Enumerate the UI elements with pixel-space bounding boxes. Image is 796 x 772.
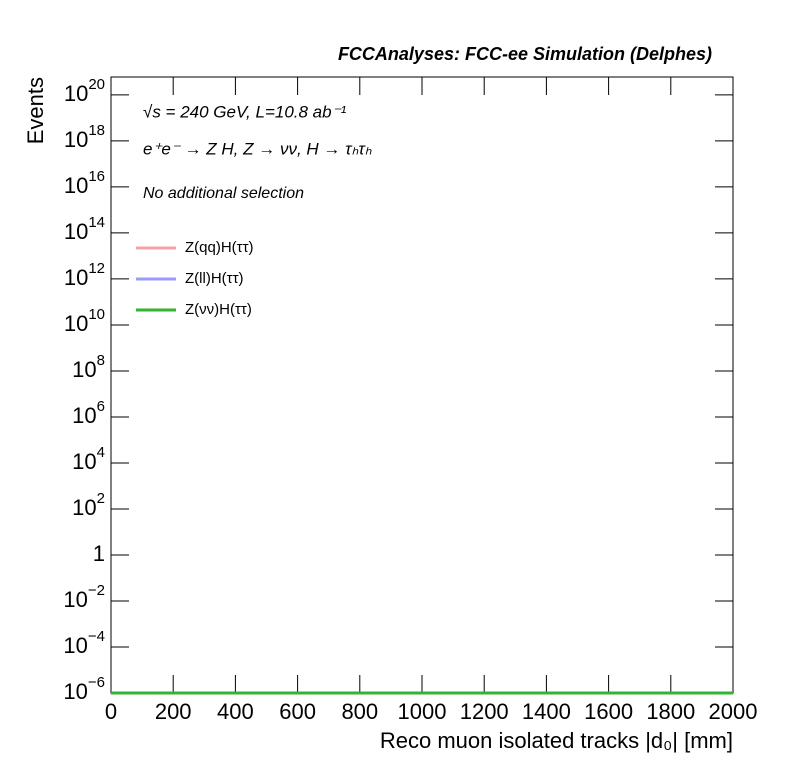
y-tick-base: 10 — [64, 265, 88, 290]
annotation: e⁺e⁻ → Z H, Z → νν, H → τₕτₕ — [143, 139, 372, 158]
y-tick-label: 1020 — [64, 76, 105, 106]
y-tick-exponent: 20 — [88, 76, 105, 93]
frame — [110, 76, 734, 694]
y-tick-exponent: 14 — [88, 214, 105, 231]
y-tick-exponent: 10 — [88, 306, 105, 323]
annotation: √s = 240 GeV, L=10.8 ab⁻¹ — [143, 102, 347, 121]
y-tick-label: 108 — [72, 352, 105, 382]
x-tick-label: 2000 — [709, 699, 758, 724]
y-tick-label: 1018 — [64, 122, 105, 152]
y-tick-base: 10 — [63, 587, 87, 612]
chart-title: FCCAnalyses: FCC-ee Simulation (Delphes) — [338, 44, 712, 64]
x-tick-label: 1200 — [460, 699, 509, 724]
x-tick-label: 800 — [341, 699, 378, 724]
y-tick-label: 104 — [72, 444, 105, 474]
x-tick-label: 1400 — [522, 699, 571, 724]
y-tick-exponent: −6 — [88, 674, 105, 691]
y-tick-label: 1010 — [64, 306, 105, 336]
x-tick-label: 1600 — [584, 699, 633, 724]
y-tick-label: 10−4 — [63, 628, 105, 658]
y-tick-base: 10 — [72, 449, 96, 474]
y-tick-base: 10 — [72, 357, 96, 382]
y-tick-exponent: 2 — [97, 490, 105, 507]
y-tick-label: 10−2 — [63, 582, 105, 612]
y-axis-label: Events — [23, 77, 48, 144]
x-tick-label: 0 — [105, 699, 117, 724]
legend-label: Z(qq)H(ττ) — [185, 239, 254, 256]
x-tick-label: 200 — [155, 699, 192, 724]
y-tick-base: 10 — [64, 81, 88, 106]
annotation: No additional selection — [143, 185, 304, 202]
y-tick-label: 1 — [93, 541, 105, 566]
y-tick-base: 10 — [64, 311, 88, 336]
y-tick-base: 10 — [64, 173, 88, 198]
y-tick-base: 10 — [63, 633, 87, 658]
y-tick-label: 1016 — [64, 168, 105, 198]
y-tick-exponent: 18 — [88, 122, 105, 139]
legend-label: Z(νν)H(ττ) — [185, 301, 252, 318]
y-tick-label: 10−6 — [63, 674, 105, 704]
y-tick-label: 1014 — [64, 214, 105, 244]
x-tick-label: 400 — [217, 699, 254, 724]
y-tick-label: 102 — [72, 490, 105, 520]
y-tick-label: 1012 — [64, 260, 105, 290]
y-tick-base: 10 — [64, 219, 88, 244]
x-tick-label: 1800 — [646, 699, 695, 724]
y-tick-exponent: 12 — [88, 260, 105, 277]
x-tick-label: 1000 — [398, 699, 447, 724]
x-tick-label: 600 — [279, 699, 316, 724]
y-tick-base: 10 — [72, 403, 96, 428]
y-tick-base: 10 — [72, 495, 96, 520]
x-axis-label: Reco muon isolated tracks |d₀| [mm] — [380, 728, 733, 753]
legend-label: Z(ll)H(ττ) — [185, 270, 244, 287]
y-tick-exponent: 4 — [97, 444, 105, 461]
y-tick-exponent: −2 — [88, 582, 105, 599]
y-tick-base: 10 — [64, 127, 88, 152]
y-tick-exponent: 6 — [97, 398, 105, 415]
y-tick-base: 10 — [63, 679, 87, 704]
y-tick-exponent: −4 — [88, 628, 105, 645]
y-tick-exponent: 8 — [97, 352, 105, 369]
y-tick-label: 106 — [72, 398, 105, 428]
y-tick-exponent: 16 — [88, 168, 105, 185]
